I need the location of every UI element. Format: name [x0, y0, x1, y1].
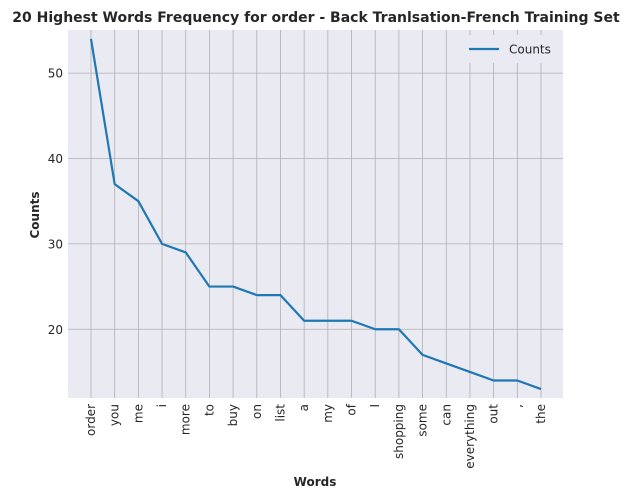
y-tick-label: 50	[48, 67, 63, 81]
y-axis-ticks: 20 30 40 50	[48, 67, 63, 337]
x-tick-label: buy	[226, 404, 240, 426]
x-tick-label: the	[534, 404, 548, 424]
y-tick-label: 40	[48, 152, 63, 166]
x-tick-label: a	[297, 404, 311, 411]
x-tick-label: of	[345, 403, 359, 415]
x-tick-label: I	[368, 404, 382, 408]
x-tick-label: me	[131, 404, 145, 423]
x-tick-label: i	[155, 404, 169, 407]
x-tick-label: to	[202, 404, 216, 416]
grid-lines	[68, 30, 563, 398]
x-tick-label: list	[273, 404, 287, 422]
y-tick-label: 30	[48, 237, 63, 251]
x-tick-label: my	[321, 404, 335, 423]
chart-title: 20 Highest Words Frequency for order - B…	[12, 10, 620, 26]
legend: Counts	[459, 35, 558, 63]
y-tick-label: 20	[48, 323, 63, 337]
data-points	[90, 38, 542, 390]
x-tick-label: some	[416, 404, 430, 437]
series-line-counts	[89, 38, 542, 391]
x-tick-label: ,	[510, 404, 524, 408]
x-tick-label: out	[487, 404, 501, 424]
x-tick-label: everything	[463, 404, 477, 469]
x-tick-label: can	[439, 404, 453, 426]
x-tick-label: shopping	[392, 404, 406, 459]
x-axis-label: Words	[294, 475, 337, 489]
y-axis-label: Counts	[28, 191, 42, 238]
x-tick-label: order	[84, 404, 98, 436]
plot-area	[68, 30, 563, 398]
legend-label: Counts	[509, 43, 551, 57]
x-tick-label: on	[250, 404, 264, 419]
x-tick-label: you	[108, 404, 122, 426]
x-tick-label: more	[179, 404, 193, 435]
